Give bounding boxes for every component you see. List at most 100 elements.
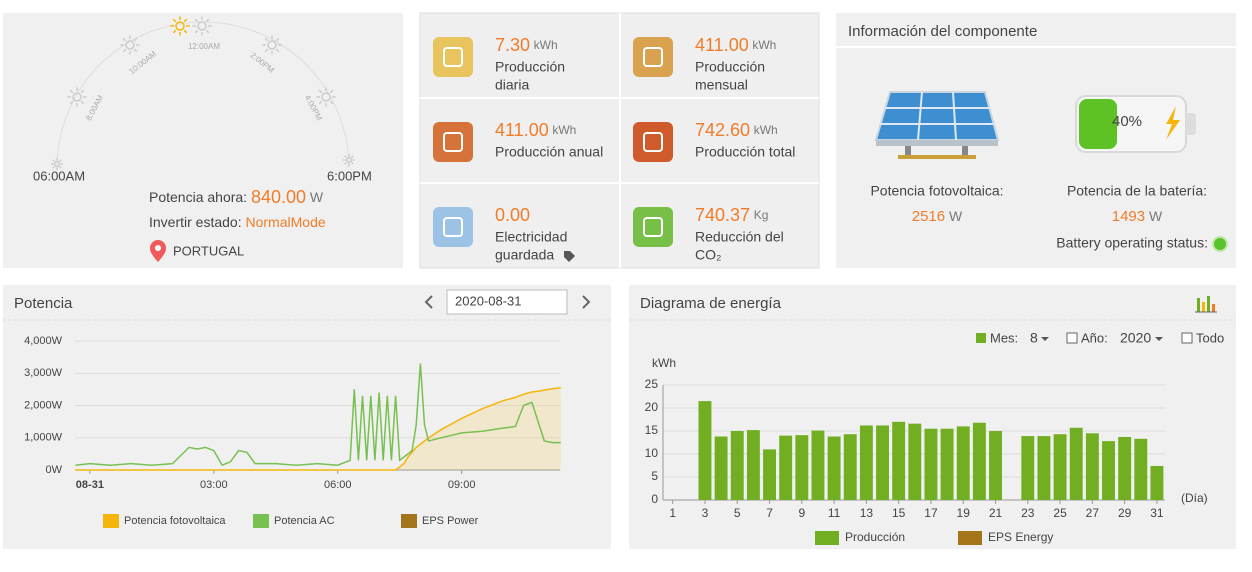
stat-unit: kWh	[534, 38, 558, 52]
battery-status-dot	[1212, 236, 1228, 252]
stat-icon-glyph	[443, 132, 463, 152]
y-tick-label: 5	[651, 469, 658, 483]
x-tick-label: 21	[989, 506, 1003, 520]
series-line	[75, 387, 561, 471]
sun-ray	[275, 37, 280, 42]
stat-label: Electricidad	[495, 229, 567, 245]
sun-ray	[205, 29, 210, 34]
sun-core	[53, 160, 61, 168]
bar	[1118, 436, 1132, 500]
legend-swatch	[958, 531, 982, 545]
pin-dot	[155, 245, 161, 251]
stat-unit: Kg	[754, 208, 769, 222]
bar	[892, 421, 906, 500]
x-tick-label: 15	[892, 506, 906, 520]
sun-ray	[205, 18, 210, 23]
sun-ray	[344, 162, 347, 165]
time-end: 6:00PM	[327, 168, 372, 183]
stat-icon-glyph	[643, 217, 663, 237]
stat-label: mensual	[695, 77, 748, 93]
sun-ray	[329, 89, 334, 94]
stat-value-line: 742.60 kWh	[695, 120, 778, 140]
x-tick-label: 11	[828, 506, 841, 520]
bar	[779, 435, 793, 500]
sun-ray	[351, 155, 354, 158]
stat-icon	[433, 37, 473, 77]
x-axis-label: (Día)	[1181, 491, 1208, 505]
x-tick-label: 31	[1150, 506, 1164, 520]
power-now: Potencia ahora: 840.00 W	[149, 187, 324, 207]
x-tick-label: 25	[1053, 506, 1067, 520]
month[interactable]: 8	[1030, 330, 1038, 346]
battery-power: 1493 W	[1112, 208, 1163, 225]
bar	[714, 436, 728, 500]
stat-value: 411.00	[495, 120, 549, 140]
sun	[316, 87, 336, 107]
battery-status-label: Battery operating status:	[1056, 235, 1208, 251]
y-axis-label: kWh	[652, 356, 676, 370]
sun-ray	[264, 37, 269, 42]
stat-value: 740.37	[695, 205, 750, 225]
prev-day[interactable]	[424, 295, 433, 309]
battery-icon	[1075, 95, 1196, 153]
stat-cell: 411.00 kWh Producción mensual	[633, 35, 776, 93]
sun-core	[267, 40, 277, 50]
stat-icon-glyph	[643, 47, 663, 67]
month-checkbox[interactable]	[976, 333, 986, 343]
y-tick-label: 20	[645, 400, 659, 414]
x-tick-label: 7	[766, 506, 773, 520]
sun-ray	[329, 100, 334, 105]
legend-label: Potencia AC	[274, 515, 335, 527]
dropdown-arrow	[1155, 337, 1163, 341]
bar	[827, 436, 841, 500]
bar	[763, 449, 776, 500]
sun-ray	[80, 100, 85, 105]
year-checkbox[interactable]	[1066, 332, 1078, 344]
x-tick-label: 06:00	[324, 479, 352, 491]
stat-icon	[433, 207, 473, 247]
sun	[67, 87, 87, 107]
stat-label: Producción	[495, 59, 565, 75]
legend-swatch	[401, 514, 417, 528]
value: 2516	[912, 208, 945, 225]
stat-value-line: 0.00	[495, 205, 530, 225]
sun-ray	[59, 166, 62, 169]
x-tick-label: 1	[669, 506, 676, 520]
bar	[1037, 436, 1051, 500]
sun-ray	[122, 48, 127, 53]
sun-ray	[318, 100, 323, 105]
unit: W	[1149, 208, 1163, 224]
next-day[interactable]	[582, 295, 591, 309]
bar	[908, 423, 922, 500]
power-title: Potencia	[14, 295, 73, 312]
stat-value-line: 740.37 Kg	[695, 205, 768, 225]
sun-ray	[318, 89, 323, 94]
x-tick-label: 19	[957, 506, 971, 520]
y-tick-label: 15	[645, 423, 659, 437]
value: NormalMode	[246, 214, 326, 230]
chart-type-icon[interactable]	[1195, 296, 1217, 313]
year[interactable]: 2020	[1120, 330, 1151, 346]
x-tick-label: 09:00	[448, 479, 476, 491]
all-checkbox[interactable]	[1181, 332, 1193, 344]
date-input[interactable]	[446, 289, 568, 315]
date: 2020-08-31	[455, 293, 522, 308]
x-tick-label: 9	[798, 506, 805, 520]
bar	[795, 435, 809, 500]
x-tick-label: 29	[1118, 506, 1132, 520]
pv-label: Potencia fotovoltaica:	[870, 183, 1003, 199]
tag-icon	[564, 251, 575, 262]
all-label: Todo	[1196, 330, 1224, 345]
stats: 7.30 kWh Producción diaria 411.00 kWh Produc…	[433, 35, 795, 263]
y-tick-label: 1,000W	[24, 432, 63, 444]
bar	[843, 434, 857, 500]
sun-ray	[351, 162, 354, 165]
legend-swatch	[253, 514, 269, 528]
sun-core	[125, 40, 135, 50]
power-panel	[3, 285, 611, 549]
sun-ray	[52, 166, 55, 169]
month-label: Mes:	[990, 330, 1018, 345]
bar	[698, 401, 712, 500]
stat-icon-glyph	[443, 217, 463, 237]
sun-ray	[69, 89, 74, 94]
